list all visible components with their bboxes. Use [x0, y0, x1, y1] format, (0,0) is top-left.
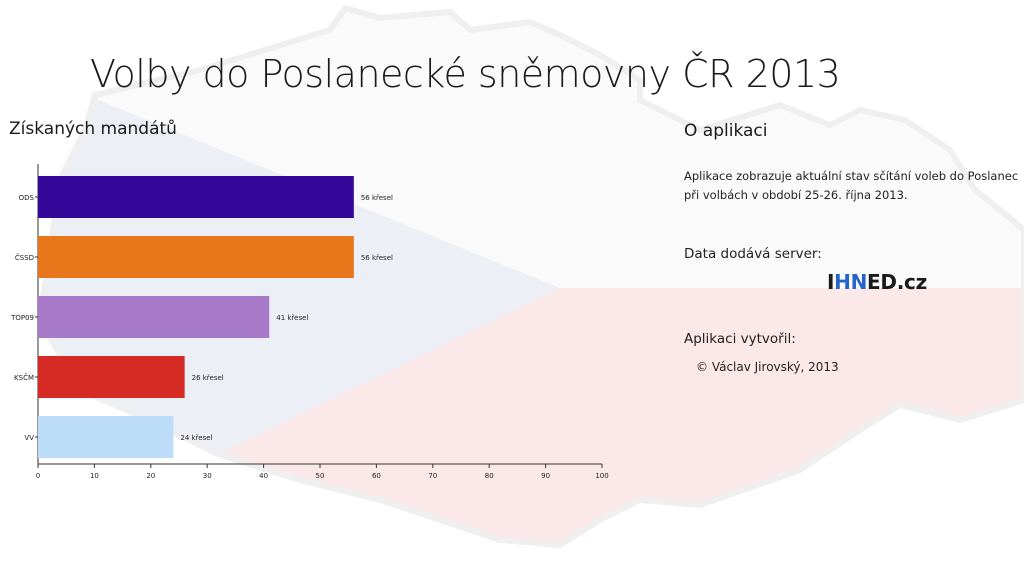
chart-subtitle: Získaných mandátů [9, 119, 177, 139]
data-label-čssd: 56 křesel [361, 254, 393, 262]
x-tick-label: 100 [595, 472, 608, 480]
page-title: Volby do Poslanecké sněmovny ČR 2013 [90, 52, 841, 96]
x-tick-label: 30 [203, 472, 212, 480]
y-tick-label-ksčm: KSČM [14, 373, 34, 382]
data-label-ods: 56 křesel [361, 194, 393, 202]
map-outline [36, 4, 1024, 549]
bar-top09 [38, 296, 270, 338]
bar-vv [38, 416, 174, 458]
x-tick-label: 60 [372, 472, 381, 480]
x-tick-label: 80 [485, 472, 494, 480]
x-tick-label: 90 [541, 472, 550, 480]
about-title: O aplikaci [684, 121, 768, 141]
bar-čssd [38, 236, 354, 278]
bar-ods [38, 176, 354, 218]
y-tick-label-top09: TOP09 [10, 314, 34, 322]
author-label: Aplikaci vytvořil: [684, 331, 796, 347]
about-panel: O aplikaci Aplikace zobrazuje aktuální s… [684, 0, 1024, 575]
y-tick-label-čssd: ČSSD [15, 253, 34, 262]
x-tick-label: 50 [316, 472, 325, 480]
y-tick-label-ods: ODS [19, 194, 35, 202]
about-description-line-1: Aplikace zobrazuje aktuální stav sčítání… [684, 169, 1019, 183]
logo-part-2: HN [834, 270, 868, 294]
logo-part-1: I [827, 270, 835, 294]
bar-chart: ODS 56 křesel ČSSD 56 křesel TOP09 41 křesel K… [10, 164, 609, 480]
data-label-vv: 24 křesel [180, 434, 212, 442]
data-label-ksčm: 26 křesel [192, 374, 224, 382]
x-tick-label: 40 [259, 472, 268, 480]
x-tick-label: 20 [146, 472, 155, 480]
bar-ksčm [38, 356, 185, 398]
about-description: Aplikace zobrazuje aktuální stav sčítání… [684, 167, 1018, 205]
x-tick-label: 10 [90, 472, 99, 480]
x-tick-label: 70 [428, 472, 437, 480]
about-description-line-2: při volbách v období 25-26. října 2013. [684, 188, 908, 202]
ihned-logo[interactable]: IHNED.cz [827, 270, 927, 294]
logo-part-3: ED.cz [867, 270, 927, 294]
x-tick-label: 0 [36, 472, 40, 480]
author-name: © Václav Jirovský, 2013 [696, 360, 839, 374]
data-label-top09: 41 křesel [276, 314, 308, 322]
data-source-label: Data dodává server: [684, 246, 822, 262]
y-tick-label-vv: VV [24, 434, 34, 442]
